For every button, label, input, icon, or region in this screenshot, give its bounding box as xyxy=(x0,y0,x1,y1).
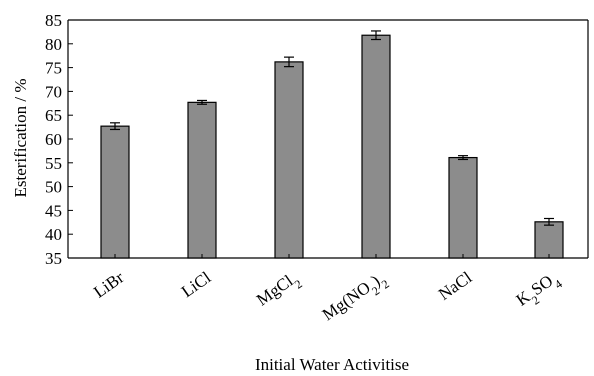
x-tick-label: K2SO4 xyxy=(513,268,565,315)
y-tick-label: 60 xyxy=(45,130,62,149)
bar xyxy=(361,34,391,259)
bar xyxy=(534,221,564,259)
y-tick-label: 70 xyxy=(45,82,62,101)
y-tick-label: 80 xyxy=(45,35,62,54)
x-tick-label: LiBr xyxy=(90,268,127,302)
y-axis-label: Esterification / % xyxy=(11,79,30,198)
bar xyxy=(274,61,304,259)
bar xyxy=(100,125,130,259)
y-tick-label: 75 xyxy=(45,59,62,78)
y-tick-label: 40 xyxy=(45,225,62,244)
bar xyxy=(448,156,478,259)
bar xyxy=(187,101,217,259)
x-tick-label: MgCl2 xyxy=(253,268,305,315)
y-tick-label: 50 xyxy=(45,178,62,197)
y-tick-label: 35 xyxy=(45,249,62,268)
y-tick-label: 55 xyxy=(45,154,62,173)
y-tick-label: 65 xyxy=(45,106,62,125)
y-tick-label: 45 xyxy=(45,201,62,220)
x-tick-label: LiCl xyxy=(178,268,215,302)
x-tick-label: Mg(NO2)2 xyxy=(319,268,392,329)
plot-area: 35 40 45 50 55 60 65 70 75 80 85 LiBr LiCl MgCl2 Mg(NO… xyxy=(45,11,589,329)
x-axis-label: Initial Water Activitise xyxy=(255,355,409,374)
y-tick-label: 85 xyxy=(45,11,62,30)
x-tick-label: NaCl xyxy=(435,268,476,304)
